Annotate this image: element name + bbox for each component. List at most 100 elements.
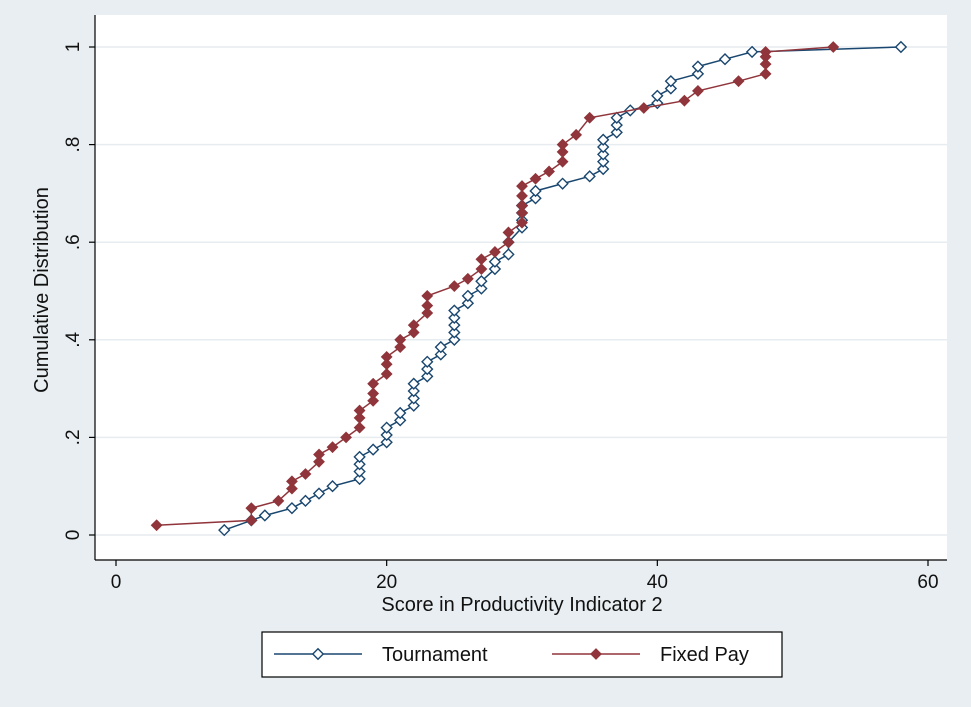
data-point-fixed-pay-11 xyxy=(353,421,366,434)
data-point-tournament-37 xyxy=(502,248,515,261)
data-point-tournament-59 xyxy=(664,74,678,88)
legend-marker-shape-fixed-pay xyxy=(590,648,602,660)
data-point-fixed-pay-43 xyxy=(556,138,569,151)
data-point-tournament-4 xyxy=(299,494,312,508)
data-point-fixed-pay-0 xyxy=(150,519,163,532)
data-point-tournament-6 xyxy=(326,480,339,493)
data-point-fixed-pay-48 xyxy=(692,85,704,97)
data-point-tournament-57 xyxy=(651,89,664,102)
data-point-fixed-pay-39 xyxy=(529,172,542,185)
data-point-tournament-19 xyxy=(407,384,420,398)
data-point-fixed-pay-40 xyxy=(543,165,555,178)
y-ticks: 0 .2 .4 .6 .8 1 xyxy=(63,42,95,541)
data-point-fixed-pay-32 xyxy=(502,236,515,249)
data-point-fixed-pay-12 xyxy=(353,411,366,424)
data-point-tournament-25 xyxy=(434,340,447,354)
data-point-tournament-20 xyxy=(407,377,420,390)
data-point-tournament-63 xyxy=(745,45,759,59)
data-point-fixed-pay-30 xyxy=(475,253,488,266)
data-point-tournament-12 xyxy=(380,436,393,449)
legend: Tournament Fixed Pay xyxy=(261,631,783,678)
data-point-tournament-10 xyxy=(353,450,366,464)
y-tick-label-5: 1 xyxy=(63,42,84,53)
data-point-tournament-44 xyxy=(529,184,542,198)
legend-marker-fixed-pay xyxy=(590,648,602,660)
legend-label-fixed-pay: Fixed Pay xyxy=(660,644,749,666)
data-point-fixed-pay-28 xyxy=(461,272,474,285)
data-point-tournament-45 xyxy=(556,177,569,190)
data-point-tournament-26 xyxy=(448,333,461,346)
data-point-fixed-pay-17 xyxy=(380,368,393,380)
data-point-fixed-pay-24 xyxy=(421,307,434,319)
data-point-tournament-34 xyxy=(475,275,488,288)
data-point-tournament-60 xyxy=(691,67,705,81)
data-point-tournament-36 xyxy=(488,255,502,268)
data-point-fixed-pay-19 xyxy=(380,350,393,363)
data-point-fixed-pay-51 xyxy=(759,58,772,70)
data-point-tournament-27 xyxy=(448,326,461,339)
data-point-fixed-pay-1 xyxy=(245,514,258,527)
data-point-tournament-8 xyxy=(353,465,366,478)
data-point-fixed-pay-37 xyxy=(516,189,528,202)
y-tick-label-0: 0 xyxy=(63,530,84,541)
data-point-fixed-pay-26 xyxy=(421,289,434,302)
data-point-tournament-50 xyxy=(597,140,610,154)
data-point-tournament-61 xyxy=(691,60,705,73)
data-point-fixed-pay-29 xyxy=(475,263,488,275)
data-point-fixed-pay-20 xyxy=(394,341,407,354)
data-point-fixed-pay-22 xyxy=(407,326,420,339)
data-point-tournament-28 xyxy=(448,318,461,332)
data-point-tournament-23 xyxy=(421,355,434,368)
plot-area xyxy=(95,15,947,560)
data-point-fixed-pay-54 xyxy=(827,41,840,53)
data-point-tournament-17 xyxy=(407,399,420,412)
data-point-fixed-pay-15 xyxy=(367,387,380,400)
data-point-tournament-13 xyxy=(380,428,393,442)
data-point-fixed-pay-7 xyxy=(313,455,325,468)
data-point-fixed-pay-13 xyxy=(353,404,366,417)
x-tick-label-0: 0 xyxy=(111,572,122,593)
data-point-tournament-49 xyxy=(597,148,610,161)
data-point-fixed-pay-27 xyxy=(448,280,461,293)
data-point-tournament-30 xyxy=(448,304,461,317)
data-point-tournament-35 xyxy=(488,262,502,276)
y-tick-label-4: .8 xyxy=(63,137,84,153)
data-point-tournament-52 xyxy=(610,126,623,139)
data-point-tournament-32 xyxy=(461,289,475,303)
data-point-fixed-pay-16 xyxy=(367,377,380,390)
data-point-tournament-14 xyxy=(380,421,393,434)
x-tick-label-2: 40 xyxy=(647,572,668,593)
legend-box xyxy=(261,631,783,678)
data-point-tournament-43 xyxy=(529,192,542,205)
data-point-fixed-pay-50 xyxy=(759,67,772,80)
data-point-fixed-pay-46 xyxy=(637,102,650,114)
data-point-fixed-pay-8 xyxy=(313,448,325,461)
data-point-tournament-47 xyxy=(597,162,610,176)
data-point-tournament-31 xyxy=(461,297,475,310)
data-point-fixed-pay-5 xyxy=(286,475,298,488)
data-point-fixed-pay-18 xyxy=(380,358,393,371)
series-layer xyxy=(150,40,908,537)
data-point-tournament-48 xyxy=(597,155,610,168)
data-point-fixed-pay-23 xyxy=(407,319,420,332)
data-point-tournament-9 xyxy=(353,458,366,471)
data-point-tournament-46 xyxy=(583,170,596,183)
data-point-tournament-29 xyxy=(448,311,461,325)
data-point-fixed-pay-4 xyxy=(286,482,298,495)
data-point-fixed-pay-25 xyxy=(421,299,434,312)
legend-marker-tournament xyxy=(311,647,325,661)
data-point-tournament-0 xyxy=(218,523,231,537)
data-point-tournament-21 xyxy=(421,370,434,383)
data-point-tournament-16 xyxy=(394,406,407,420)
data-point-fixed-pay-38 xyxy=(516,180,528,192)
data-point-tournament-53 xyxy=(610,118,623,132)
y-axis-label: Cumulative Distribution xyxy=(31,187,53,393)
x-axis-label: Score in Productivity Indicator 2 xyxy=(381,594,662,616)
data-point-tournament-5 xyxy=(312,487,326,500)
data-point-fixed-pay-49 xyxy=(732,75,745,88)
data-point-fixed-pay-33 xyxy=(502,226,515,239)
data-point-fixed-pay-45 xyxy=(583,111,596,124)
data-point-fixed-pay-21 xyxy=(394,333,407,346)
data-point-fixed-pay-14 xyxy=(367,394,380,407)
